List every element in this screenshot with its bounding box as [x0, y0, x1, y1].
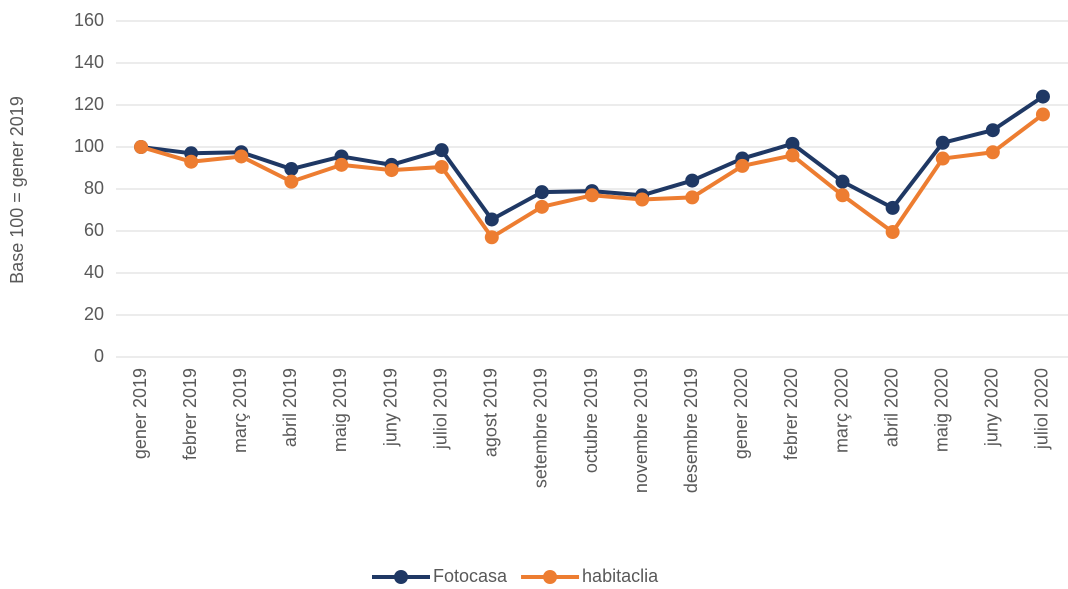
data-point: [785, 148, 800, 163]
x-tick-label: febrer 2020: [781, 368, 801, 460]
data-point: [735, 158, 750, 173]
x-tick-label: setembre 2019: [531, 368, 551, 488]
data-point: [885, 225, 900, 240]
data-point: [835, 174, 850, 189]
y-tick-label: 0: [94, 346, 104, 366]
data-point: [534, 199, 549, 214]
legend-marker: [394, 570, 408, 584]
x-tick-label: agost 2019: [481, 368, 501, 457]
x-tick-label: gener 2019: [130, 368, 150, 459]
data-point: [184, 154, 199, 169]
data-point: [1035, 89, 1050, 104]
x-tick-label: juny 2020: [982, 368, 1002, 447]
x-tick-label: juny 2019: [380, 368, 400, 447]
y-tick-label: 80: [84, 178, 104, 198]
data-point: [985, 145, 1000, 160]
data-point: [985, 123, 1000, 138]
data-point: [234, 149, 249, 164]
data-point: [1035, 107, 1050, 122]
y-tick-label: 160: [74, 10, 104, 30]
x-tick-label: maig 2020: [931, 368, 951, 452]
x-tick-label: octubre 2019: [581, 368, 601, 473]
y-tick-label: 120: [74, 94, 104, 114]
data-point: [685, 173, 700, 188]
x-tick-label: desembre 2019: [681, 368, 701, 493]
y-tick-label: 100: [74, 136, 104, 156]
series-line: [140, 112, 1045, 240]
data-point: [935, 151, 950, 166]
x-tick-label: gener 2020: [731, 368, 751, 459]
x-tick-label: febrer 2019: [180, 368, 200, 460]
data-point: [134, 140, 149, 154]
data-point: [384, 163, 399, 178]
x-tick-label: juliol 2020: [1032, 368, 1052, 450]
y-tick-label: 40: [84, 262, 104, 282]
data-point: [484, 230, 499, 245]
data-point: [534, 185, 549, 200]
data-point: [434, 159, 449, 174]
legend-marker: [543, 570, 558, 584]
data-point: [785, 136, 800, 151]
data-point: [284, 162, 299, 177]
x-tick-label: novembre 2019: [631, 368, 651, 493]
data-point: [635, 192, 650, 207]
data-point: [434, 143, 449, 158]
x-tick-label: març 2020: [831, 368, 851, 453]
x-tick-label: juliol 2019: [430, 368, 450, 450]
data-point: [284, 174, 299, 189]
x-tick-label: abril 2020: [881, 368, 901, 447]
data-point: [585, 188, 599, 203]
x-tick-label: maig 2019: [330, 368, 350, 452]
data-point: [484, 212, 499, 227]
data-point: [685, 190, 700, 205]
data-point: [334, 157, 349, 172]
data-point: [885, 200, 900, 215]
y-tick-label: 20: [84, 304, 104, 324]
x-tick-label: març 2019: [230, 368, 250, 453]
legend-label: habitaclia: [582, 566, 659, 586]
data-point: [935, 135, 950, 150]
y-tick-label: 60: [84, 220, 104, 240]
y-tick-label: 140: [74, 52, 104, 72]
legend-label: Fotocasa: [433, 566, 508, 586]
y-axis-label: Base 100 = gener 2019: [7, 96, 27, 284]
data-point: [835, 188, 850, 203]
x-tick-label: abril 2019: [280, 368, 300, 447]
